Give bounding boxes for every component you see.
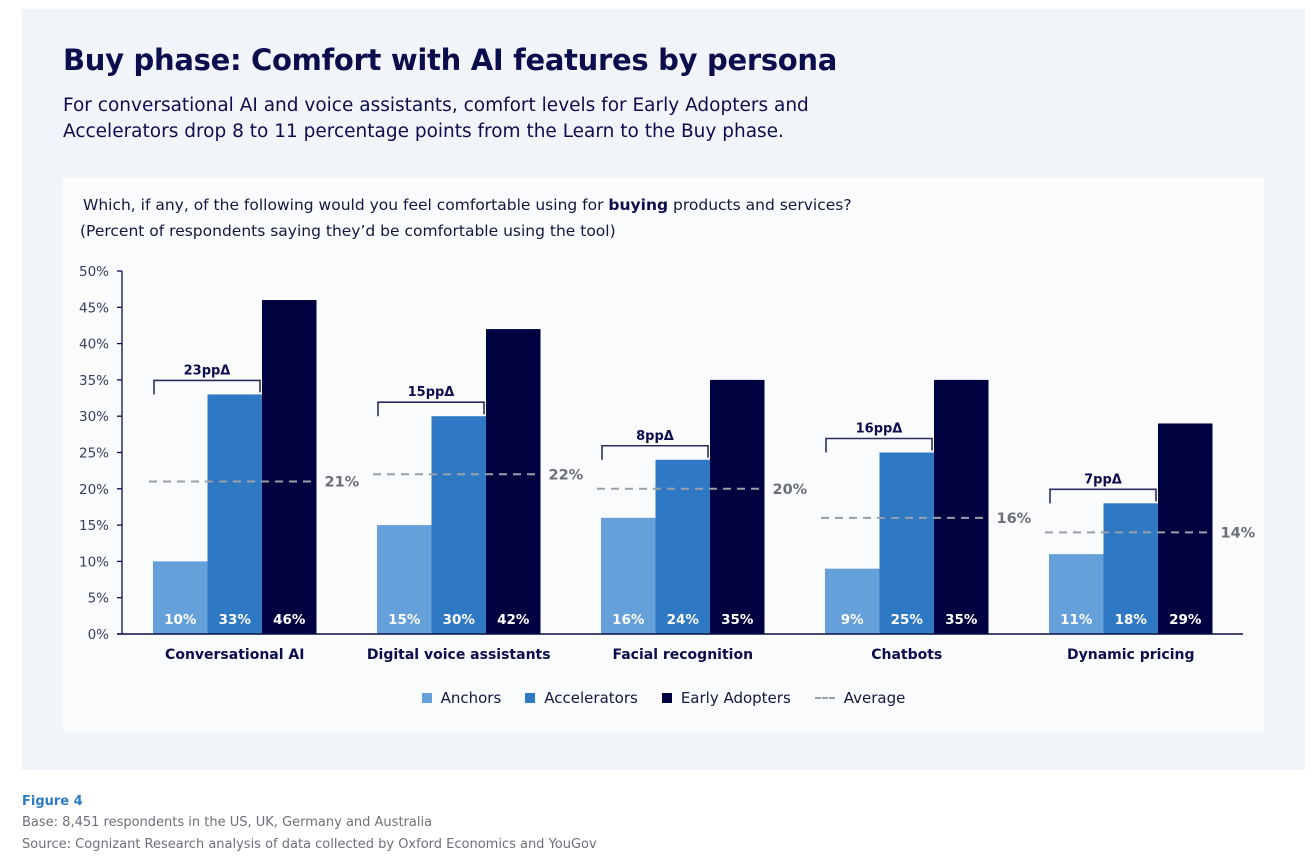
- chart-subtitle: For conversational AI and voice assistan…: [63, 95, 809, 142]
- survey-question: Which, if any, of the following would yo…: [83, 196, 852, 214]
- y-tick-label: 0%: [88, 627, 110, 643]
- figure-base-note: Base: 8,451 respondents in the US, UK, G…: [22, 815, 433, 830]
- bar-early-adopters: [262, 300, 317, 634]
- y-tick-label: 35%: [79, 373, 109, 389]
- legend-label: Early Adopters: [680, 689, 791, 707]
- delta-label: 8ppΔ: [636, 429, 674, 444]
- bar-value-label: 9%: [841, 612, 864, 628]
- delta-label: 15ppΔ: [408, 385, 455, 400]
- y-tick-label: 25%: [79, 446, 109, 462]
- x-category-label: Digital voice assistants: [367, 647, 551, 663]
- bar-early-adopters: [710, 379, 765, 634]
- legend: Anchors Accelerators Early Adopters Aver…: [63, 689, 1264, 707]
- bar-value-label: 35%: [945, 612, 978, 628]
- delta-bracket: [153, 379, 261, 395]
- x-category-label: Conversational AI: [165, 647, 304, 663]
- legend-item-average: Average: [814, 689, 906, 707]
- bar-value-label: 29%: [1169, 612, 1202, 628]
- bar-value-label: 10%: [164, 612, 197, 628]
- average-lines: 21% 22% 20% 16% 14%: [149, 467, 1256, 541]
- delta-brackets: 23ppΔ 15ppΔ 8ppΔ 16ppΔ 7ppΔ: [153, 363, 1157, 504]
- y-tick-label: 40%: [79, 337, 109, 353]
- y-axis: 0% 5% 10% 15% 20% 25% 30% 35% 40% 45% 50%: [79, 264, 123, 643]
- bar-anchors: [153, 561, 208, 634]
- delta-bracket: [825, 437, 933, 453]
- bar-value-label: 16%: [612, 612, 645, 628]
- x-category-label: Chatbots: [871, 647, 942, 663]
- chart-title: Buy phase: Comfort with AI features by p…: [63, 43, 838, 77]
- delta-bracket: [377, 401, 485, 417]
- average-label: 21%: [325, 475, 360, 491]
- figure-source-note: Source: Cognizant Research analysis of d…: [22, 837, 597, 852]
- bar-value-label: 15%: [388, 612, 421, 628]
- legend-label: Average: [843, 689, 906, 707]
- legend-label: Accelerators: [544, 689, 638, 707]
- delta-label: 7ppΔ: [1084, 472, 1122, 487]
- y-tick-label: 10%: [79, 554, 109, 570]
- bar-anchors: [377, 525, 432, 634]
- bar-accelerators: [431, 416, 486, 634]
- delta-label: 16ppΔ: [856, 422, 903, 437]
- y-tick-label: 5%: [88, 591, 110, 607]
- delta-bracket: [601, 444, 709, 460]
- y-tick-label: 45%: [79, 300, 109, 316]
- y-tick-label: 20%: [79, 482, 109, 498]
- question-prefix: Which, if any, of the following would yo…: [83, 196, 609, 214]
- legend-item-anchors: Anchors: [421, 689, 502, 707]
- y-tick-label: 30%: [79, 409, 109, 425]
- bar-value-label: 24%: [667, 612, 700, 628]
- survey-note: (Percent of respondents saying they’d be…: [80, 222, 616, 240]
- bar-accelerators: [207, 394, 262, 634]
- legend-swatch-anchors: [421, 693, 432, 703]
- bar-early-adopters: [1158, 423, 1213, 634]
- bar-anchors: [825, 568, 880, 634]
- x-category-label: Facial recognition: [612, 647, 753, 663]
- question-bold: buying: [608, 196, 669, 214]
- average-label: 22%: [549, 467, 584, 483]
- bar-accelerators: [1103, 503, 1158, 634]
- bar-value-label: 11%: [1060, 612, 1093, 628]
- bar-value-label: 42%: [497, 612, 530, 628]
- bar-chart: 0% 5% 10% 15% 20% 25% 30% 35% 40% 45% 50% 10% 33% 46…: [79, 264, 1256, 663]
- y-tick-label: 50%: [79, 264, 109, 280]
- bar-value-label: 35%: [721, 612, 754, 628]
- question-suffix: products and services?: [668, 196, 852, 214]
- legend-swatch-average: [814, 697, 835, 699]
- bar-value-label: 33%: [219, 612, 252, 628]
- bar-early-adopters: [934, 379, 989, 634]
- bar-value-label: 18%: [1115, 612, 1148, 628]
- delta-label: 23ppΔ: [184, 363, 231, 378]
- bar-anchors: [601, 517, 656, 634]
- chart-card: Which, if any, of the following would yo…: [63, 177, 1264, 732]
- x-category-label: Dynamic pricing: [1067, 647, 1195, 663]
- legend-swatch-accelerators: [525, 693, 536, 703]
- x-axis: Conversational AI Digital voice assistant…: [117, 633, 1243, 663]
- bars: 10% 33% 46% 15% 30% 42% 16% 24% 35% 9% 25% 35% 11% 18…: [153, 300, 1213, 634]
- bar-accelerators: [655, 459, 710, 634]
- legend-item-accelerators: Accelerators: [525, 689, 638, 707]
- legend-swatch-early-adopters: [661, 693, 672, 703]
- legend-label: Anchors: [440, 689, 502, 707]
- bar-early-adopters: [486, 329, 541, 634]
- average-label: 14%: [1221, 525, 1256, 541]
- bar-value-label: 25%: [891, 612, 924, 628]
- bar-accelerators: [879, 452, 934, 634]
- delta-bracket: [1049, 488, 1157, 504]
- legend-item-early-adopters: Early Adopters: [661, 689, 791, 707]
- figure-number: Figure 4: [22, 794, 83, 809]
- bar-anchors: [1049, 554, 1104, 634]
- y-tick-label: 15%: [79, 518, 109, 534]
- bar-value-label: 30%: [443, 612, 476, 628]
- average-label: 20%: [773, 482, 808, 498]
- figure-panel: Buy phase: Comfort with AI features by p…: [22, 9, 1305, 770]
- average-label: 16%: [997, 511, 1032, 527]
- bar-value-label: 46%: [273, 612, 306, 628]
